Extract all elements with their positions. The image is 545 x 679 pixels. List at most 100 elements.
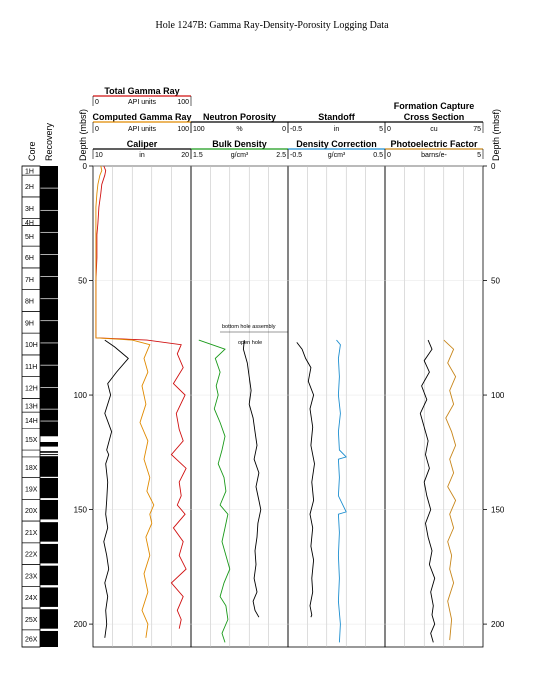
track-frame [92,165,192,648]
series-computed-gamma-ray [95,165,155,638]
depth-tick-label-right: 100 [491,391,505,400]
track-scale-unit: API units [128,126,157,133]
track-frame [190,165,289,648]
recovery-bar [40,232,58,255]
recovery-bar [40,477,58,499]
depth-axis-label-left: Depth (mbsf) [78,109,88,161]
core-label: 26X [25,636,38,643]
recovery-bar [40,299,58,321]
core-label: 12H [25,386,38,393]
core-label: 4H [25,220,34,227]
recovery-bar [40,587,58,607]
core-label: 25X [25,617,38,624]
depth-tick-label-right: 50 [491,277,500,286]
core-label: 6H [25,255,34,262]
recovery-bar [40,210,58,232]
track-scale-unit: g/cm³ [231,152,249,159]
recovery-bar [40,321,58,343]
depth-axis-label-right: Depth (mbsf) [491,109,501,161]
core-label: 11H [25,364,37,371]
track-scale-unit: in [139,152,145,159]
track-scale-min: 0 [95,99,99,106]
core-label: 13H [25,403,38,410]
recovery-bar [40,630,58,647]
series-neutron-porosity [242,340,262,618]
series-total-gamma-ray [95,165,187,629]
track-scale-unit: cu [430,126,438,133]
series-caliper [103,339,129,638]
core-column-label: Core [27,141,37,161]
recovery-bar [40,387,58,409]
depth-tick-label-right: 200 [491,620,505,629]
track-scale-max: 2.5 [276,152,286,159]
track-header-title: Standoff [318,112,355,122]
track-scale-max: 75 [473,126,481,133]
core-label: 9H [25,320,34,327]
core-label: 2H [25,184,34,191]
track-scale-max: 100 [177,126,189,133]
depth-tick-label-left: 150 [74,506,88,515]
core-label: 8H [25,299,34,306]
core-label: 24X [25,595,38,602]
recovery-bar [40,343,58,365]
core-label: 21X [25,530,38,537]
depth-tick-label-right: 150 [491,506,505,515]
core-label: 23X [25,573,38,580]
track-header-title: Formation Capture [394,101,475,111]
track-scale-min: 0 [387,126,391,133]
series-density-correction [336,339,348,643]
recovery-bar [40,421,58,437]
recovery-bar [40,365,58,388]
track-scale-unit: barns/e- [421,152,447,159]
track-header-title: Photoelectric Factor [390,139,478,149]
depth-tick-label-left: 0 [83,162,88,171]
track-scale-max: 5 [379,126,383,133]
recovery-bar [40,451,58,453]
chart-title: Hole 1247B: Gamma Ray-Density-Porosity L… [155,20,389,31]
track-scale-unit: in [334,126,340,133]
track-scale-min: -0.5 [290,152,302,159]
depth-tick-label-left: 50 [78,277,87,286]
track-scale-max: 100 [177,99,189,106]
recovery-bar [40,254,58,277]
track-header-title: Computed Gamma Ray [92,112,191,122]
track-scale-min: -0.5 [290,126,302,133]
recovery-bar [40,454,58,456]
track-header-title: Bulk Density [212,139,267,149]
track-scale-unit: % [236,126,242,133]
core-label: 1H [25,169,34,176]
recovery-bar [40,409,58,421]
annotation-open-hole: open hole [238,340,262,346]
annotation-bha: bottom hole assembly [222,324,276,330]
depth-tick-label-left: 100 [74,391,88,400]
track-frame [384,165,484,648]
series-standoff [296,342,315,618]
series-formation-capture-cross-section [419,339,436,643]
track-scale-max: 20 [181,152,189,159]
track-scale-min: 10 [95,152,103,159]
recovery-column-label: Recovery [44,122,54,161]
core-label: 19X [25,486,38,493]
recovery-bar [40,188,58,210]
track-scale-min: 0 [387,152,391,159]
core-label: 15X [25,437,38,444]
track-scale-unit: g/cm³ [328,152,346,159]
recovery-bar [40,166,58,188]
core-label: 14H [25,418,38,425]
recovery-bar [40,522,58,542]
core-label: 7H [25,277,34,284]
track-scale-max: 0 [282,126,286,133]
recovery-bar [40,276,58,299]
depth-tick-label-left: 200 [74,620,88,629]
track-scale-min: 1.5 [193,152,203,159]
track-scale-max: 0.5 [373,152,383,159]
track-scale-min: 100 [193,126,205,133]
core-label: 18X [25,465,38,472]
recovery-bar [40,442,58,447]
track-header-title: Cross Section [404,112,465,122]
series-bulk-density [198,339,231,643]
track-header-title: Total Gamma Ray [104,86,179,96]
series-photoelectric-factor [443,339,457,641]
track-frame [287,165,386,648]
